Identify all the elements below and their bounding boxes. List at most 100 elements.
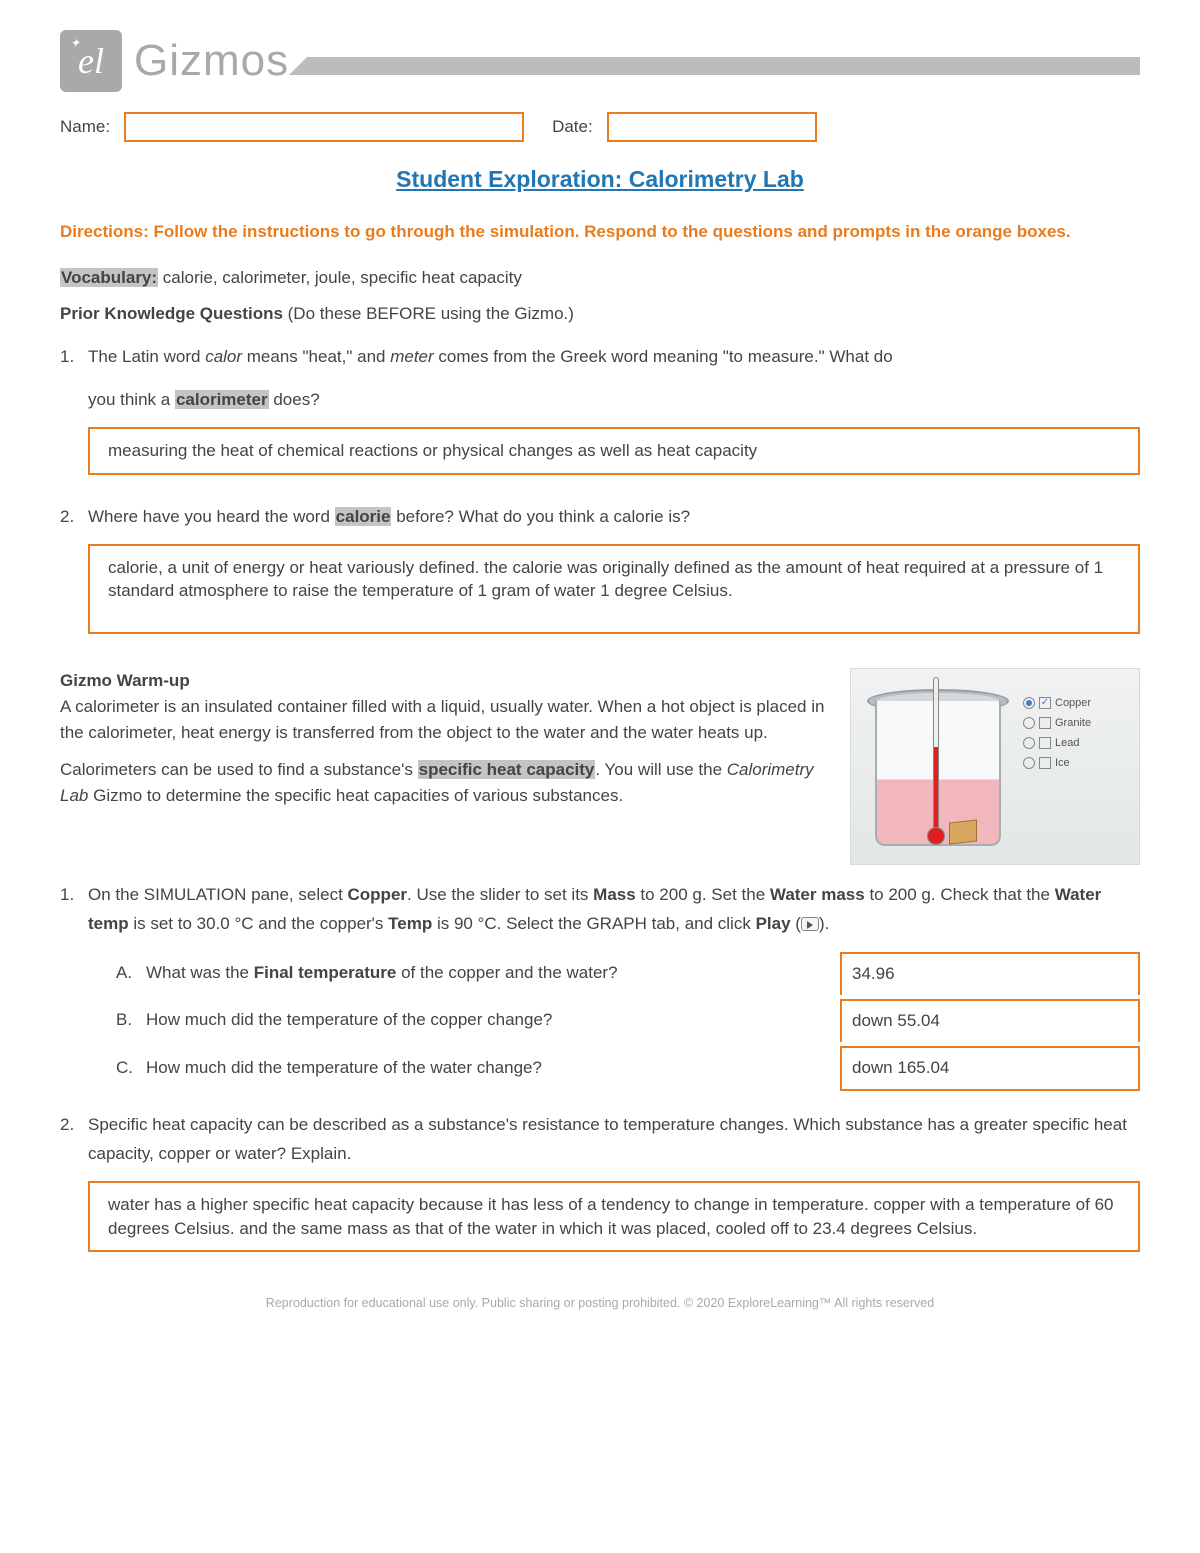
i-b5: Temp (388, 914, 432, 933)
q-number: 1. (60, 343, 88, 493)
simulation-widget: ✓ Copper Granite Lead Ice (850, 668, 1140, 865)
warmup-p1: A calorimeter is an insulated container … (60, 694, 832, 747)
directions-text: Directions: Follow the instructions to g… (60, 219, 1140, 245)
option-ice[interactable]: Ice (1023, 757, 1091, 769)
warmup-a2-box[interactable]: water has a higher specific heat capacit… (88, 1181, 1140, 1253)
answer-box-b[interactable]: down 55.04 (840, 999, 1140, 1042)
i-pre: On the SIMULATION pane, select (88, 885, 348, 904)
page-title: Student Exploration: Calorimetry Lab (60, 166, 1140, 193)
name-input[interactable] (124, 112, 524, 142)
i-m4: is set to 30.0 °C and the copper's (129, 914, 389, 933)
sub-letter: B. (116, 1006, 146, 1035)
q1-l2-post: does? (269, 390, 320, 409)
radio-icon (1023, 717, 1035, 729)
q1-highlight: calorimeter (175, 390, 269, 409)
footer-text: Reproduction for educational use only. P… (60, 1296, 1140, 1310)
wp2-mid: . You will use the (595, 760, 726, 779)
q1-calor-italic: calor (205, 347, 242, 366)
prior-questions: 1. The Latin word calor means "heat," an… (60, 343, 1140, 651)
sa-post: of the copper and the water? (396, 963, 617, 982)
checkbox-icon: ✓ (1039, 697, 1051, 709)
warmup-heading: Gizmo Warm-up (60, 668, 832, 694)
opt-label: Lead (1055, 737, 1079, 749)
sub-a: A. What was the Final temperature of the… (88, 952, 1140, 995)
vocab-terms: calorie, calorimeter, joule, specific he… (158, 268, 522, 287)
warmup-q2-text: Specific heat capacity can be described … (88, 1111, 1140, 1169)
option-copper[interactable]: ✓ Copper (1023, 697, 1091, 709)
warmup-section: Gizmo Warm-up A calorimeter is an insula… (60, 668, 1140, 865)
sub-letter: C. (116, 1054, 146, 1083)
sparkle-icon: ✦ (70, 36, 80, 51)
q1-post: comes from the Greek word meaning "to me… (434, 347, 893, 366)
brand-logo-text: Gizmos (134, 36, 289, 86)
answer-box-a[interactable]: 34.96 (840, 952, 1140, 995)
name-label: Name: (60, 117, 110, 137)
logo-mark-text: el (78, 40, 104, 82)
sub-q-text: How much did the temperature of the wate… (146, 1054, 828, 1083)
header-bar (307, 57, 1140, 75)
prior-heading-note: (Do these BEFORE using the Gizmo.) (283, 304, 574, 323)
q2-highlight: calorie (335, 507, 392, 526)
brand-logo-mark: ✦ el (60, 30, 122, 92)
warmup-text-col: Gizmo Warm-up A calorimeter is an insula… (60, 668, 832, 865)
q1-meter-italic: meter (390, 347, 433, 366)
prior-a1-box[interactable]: measuring the heat of chemical reactions… (88, 427, 1140, 475)
calorimeter-graphic (863, 679, 1013, 854)
prior-q1: 1. The Latin word calor means "heat," an… (60, 343, 1140, 493)
worksheet-page: ✦ el Gizmos Name: Date: Student Explorat… (0, 0, 1200, 1330)
q-body: On the SIMULATION pane, select Copper. U… (88, 881, 1140, 1099)
substance-options: ✓ Copper Granite Lead Ice (1023, 697, 1091, 769)
sub-q-text: What was the Final temperature of the co… (146, 959, 828, 988)
q1-line1: The Latin word calor means "heat," and m… (88, 343, 1140, 372)
radio-icon (1023, 757, 1035, 769)
radio-icon (1023, 737, 1035, 749)
sub-c: C. How much did the temperature of the w… (88, 1046, 1140, 1091)
checkbox-icon (1039, 737, 1051, 749)
date-input[interactable] (607, 112, 817, 142)
i-end: ( (791, 914, 801, 933)
prior-a2-box[interactable]: calorie, a unit of energy or heat variou… (88, 544, 1140, 634)
q1-line2: you think a calorimeter does? (88, 386, 1140, 415)
warmup-questions: 1. On the SIMULATION pane, select Copper… (60, 881, 1140, 1271)
ans-c-text: down 165.04 (852, 1058, 949, 1077)
q-body: Specific heat capacity can be described … (88, 1111, 1140, 1270)
i-m2: to 200 g. Set the (636, 885, 770, 904)
i-m1: . Use the slider to set its (407, 885, 593, 904)
warmup-p2: Calorimeters can be used to find a subst… (60, 757, 832, 810)
q1-pre: The Latin word (88, 347, 205, 366)
option-granite[interactable]: Granite (1023, 717, 1091, 729)
option-lead[interactable]: Lead (1023, 737, 1091, 749)
answer-box-c[interactable]: down 165.04 (840, 1046, 1140, 1091)
i-b3: Water mass (770, 885, 865, 904)
thermometer-bulb-icon (927, 827, 945, 845)
opt-label: Granite (1055, 717, 1091, 729)
ans-b-text: down 55.04 (852, 1011, 940, 1030)
name-date-row: Name: Date: (60, 112, 1140, 142)
vocabulary-line: Vocabulary: calorie, calorimeter, joule,… (60, 265, 1140, 291)
q2-line: Where have you heard the word calorie be… (88, 503, 1140, 532)
ans-a-text: 34.96 (852, 964, 895, 983)
wp2-post: Gizmo to determine the specific heat cap… (88, 786, 623, 805)
i-b1: Copper (348, 885, 408, 904)
q1-l2-pre: you think a (88, 390, 175, 409)
i-b2: Mass (593, 885, 636, 904)
q2-pre: Where have you heard the word (88, 507, 335, 526)
prior-q2: 2. Where have you heard the word calorie… (60, 503, 1140, 652)
sample-cube-icon (949, 819, 977, 844)
q-number: 2. (60, 503, 88, 652)
warmup-instructions: On the SIMULATION pane, select Copper. U… (88, 881, 1140, 939)
sa-pre: What was the (146, 963, 254, 982)
i-m3: to 200 g. Check that the (865, 885, 1055, 904)
q2-post: before? What do you think a calorie is? (391, 507, 690, 526)
prior-heading: Prior Knowledge Questions (Do these BEFO… (60, 301, 1140, 327)
radio-icon (1023, 697, 1035, 709)
q-body: The Latin word calor means "heat," and m… (88, 343, 1140, 493)
vocab-label: Vocabulary: (60, 268, 158, 287)
sub-q-text: How much did the temperature of the copp… (146, 1006, 828, 1035)
play-icon (801, 917, 819, 931)
sa-b: Final temperature (254, 963, 397, 982)
opt-label: Copper (1055, 697, 1091, 709)
prior-heading-bold: Prior Knowledge Questions (60, 304, 283, 323)
i-m5: is 90 °C. Select the GRAPH tab, and clic… (432, 914, 755, 933)
i-close: ). (819, 914, 829, 933)
